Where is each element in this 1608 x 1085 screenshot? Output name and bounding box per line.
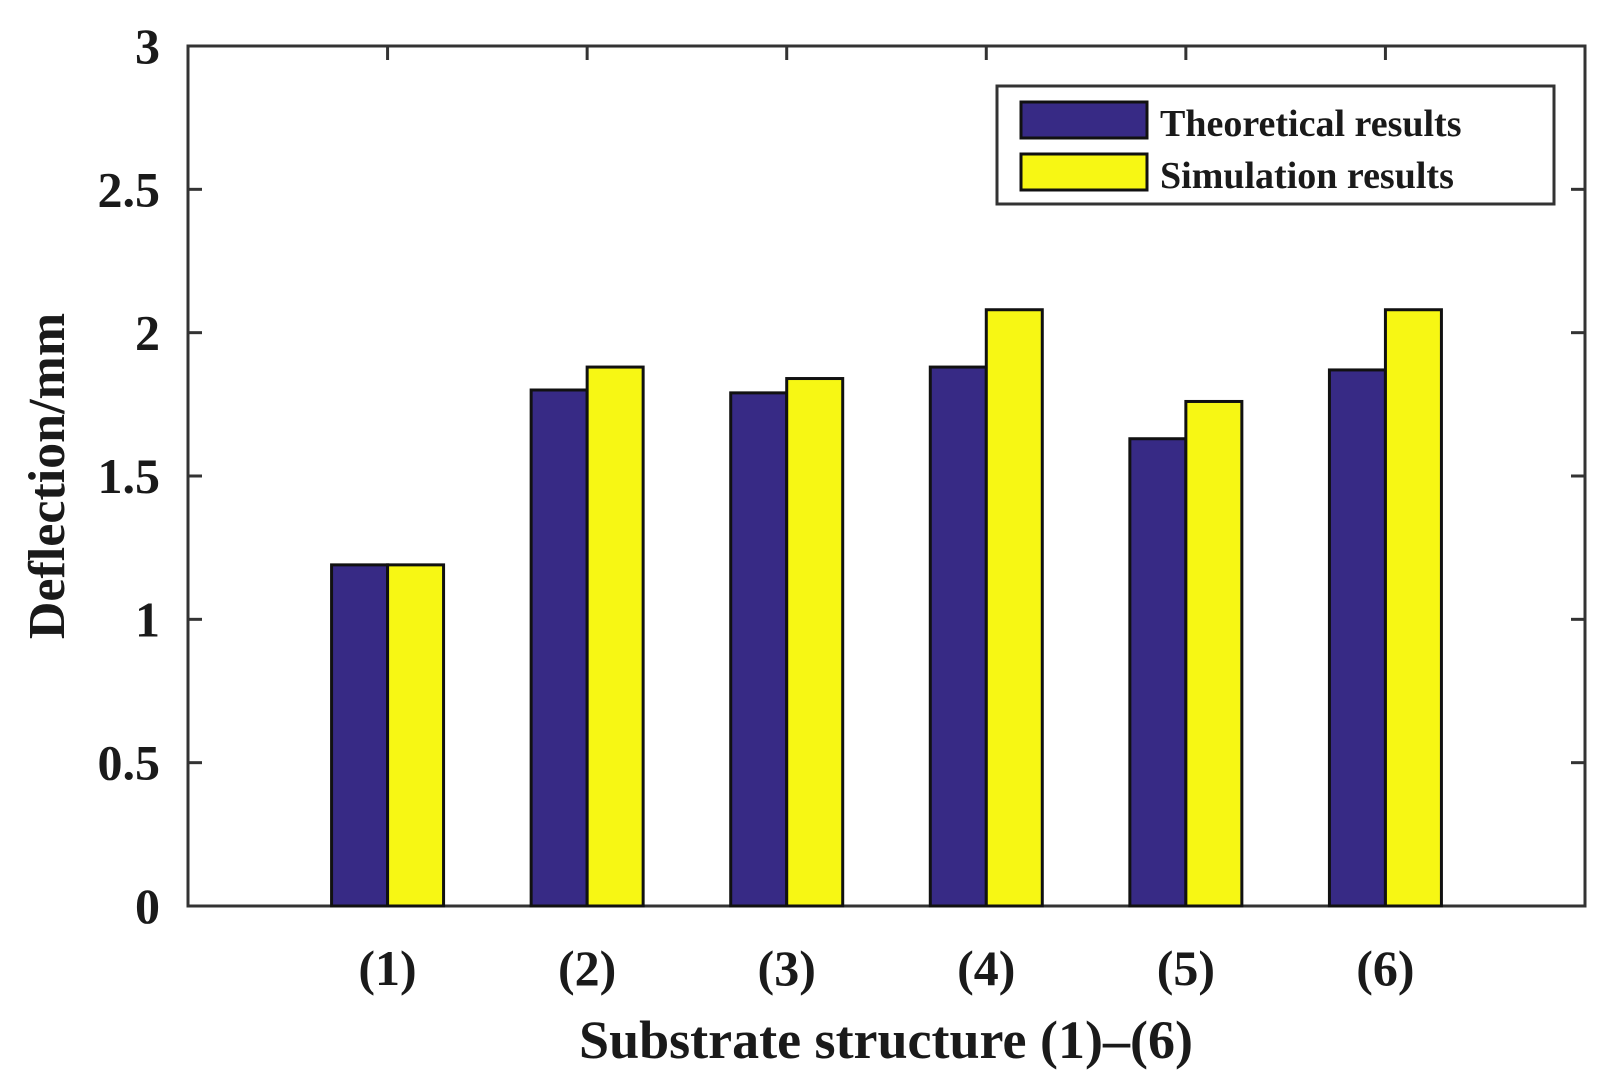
legend-swatch-simulation [1019, 152, 1149, 192]
bar-simulation-5 [1184, 399, 1244, 908]
bar-theoretical-2 [529, 388, 589, 908]
bar-theoretical-4 [928, 365, 988, 908]
y-tick-label: 2 [135, 305, 160, 361]
legend-label-simulation: Simulation results [1160, 155, 1454, 197]
y-axis-label: Deflection/mm [19, 313, 76, 639]
bar-simulation-2 [585, 365, 645, 908]
y-tick-label: 3 [135, 18, 160, 74]
x-tick-label: (6) [1356, 940, 1414, 996]
legend: Theoretical results Simulation results [995, 84, 1556, 206]
y-tick-label: 1 [135, 591, 160, 647]
y-tick-label: 2.5 [98, 161, 161, 217]
x-tick-label: (1) [358, 940, 416, 996]
bar-theoretical-6 [1327, 368, 1387, 908]
y-tick-label: 0.5 [98, 735, 161, 791]
bar-simulation-6 [1383, 308, 1443, 908]
bar-series [330, 308, 1443, 908]
x-tick-label: (3) [758, 940, 816, 996]
x-tick-label: (5) [1157, 940, 1215, 996]
legend-label-theoretical: Theoretical results [1160, 103, 1462, 145]
legend-swatch-theoretical [1019, 100, 1149, 140]
y-tick-label: 0 [135, 878, 160, 934]
bar-theoretical-5 [1128, 437, 1188, 908]
x-tick-label: (2) [558, 940, 616, 996]
x-tick-label: (4) [957, 940, 1015, 996]
x-axis-label: Substrate structure (1)–(6) [579, 1010, 1193, 1070]
bar-theoretical-3 [729, 391, 789, 908]
bar-simulation-4 [984, 308, 1044, 908]
bar-simulation-1 [386, 563, 446, 908]
bar-theoretical-1 [330, 563, 390, 908]
y-axis: 0 0.5 1 1.5 2 2.5 3 [98, 18, 1585, 934]
bar-simulation-3 [785, 377, 845, 908]
y-tick-label: 1.5 [98, 448, 161, 504]
